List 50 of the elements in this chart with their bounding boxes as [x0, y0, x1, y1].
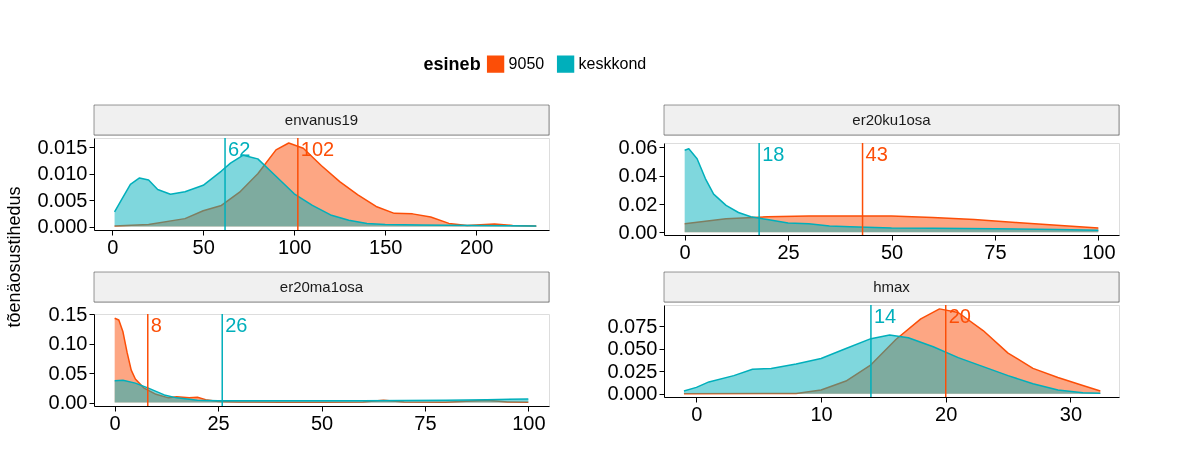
x-tick-label: 50 [192, 235, 215, 258]
y-tick-label: 0.10 [48, 332, 88, 355]
legend-label: keskkond [578, 55, 647, 73]
x-tick-label: 20 [935, 402, 958, 425]
x-tick-label: 50 [310, 411, 334, 434]
legend-title: esineb [423, 54, 481, 74]
y-tick-label: 0.00 [48, 391, 88, 414]
chart-title: er20ku1osa [852, 111, 932, 128]
x-tick-label: 0 [691, 402, 703, 425]
y-tick-label: 0.02 [618, 192, 658, 215]
y-tick-label: 0.050 [607, 337, 658, 360]
ref-line-label: 14 [873, 305, 897, 327]
x-tick-label: 30 [1059, 402, 1083, 425]
x-tick-label: 100 [1082, 240, 1116, 263]
y-tick-label: 0.15 [48, 302, 88, 325]
x-tick-label: 25 [207, 411, 230, 434]
x-tick-label: 0 [679, 240, 691, 263]
legend-label: 9050 [508, 55, 545, 73]
x-tick-label: 10 [810, 402, 833, 425]
y-tick-label: 0.005 [37, 188, 88, 211]
y-tick-label: 0.015 [37, 135, 88, 158]
chart-title: er20ma1osa [279, 278, 364, 295]
y-tick-label: 0.05 [48, 361, 88, 384]
x-tick-label: 50 [880, 240, 904, 263]
ref-line-label: 43 [865, 143, 888, 165]
chart-title: envanus19 [284, 111, 359, 128]
x-tick-label: 100 [278, 235, 312, 258]
y-tick-label: 0.025 [607, 359, 658, 382]
ref-line-label: 18 [762, 143, 785, 165]
y-axis-title: tõenäosustihedus [4, 186, 24, 328]
x-tick-label: 25 [777, 240, 800, 263]
y-tick-label: 0.010 [37, 162, 88, 185]
x-tick-label: 100 [512, 411, 546, 434]
y-tick-label: 0.04 [618, 164, 658, 187]
y-tick-label: 0.000 [607, 382, 658, 405]
ref-line-label: 102 [300, 138, 335, 160]
x-tick-label: 75 [414, 411, 437, 434]
y-tick-label: 0.000 [37, 215, 88, 238]
chart-title: hmax [873, 278, 911, 295]
x-tick-label: 150 [369, 235, 403, 258]
x-tick-label: 0 [109, 411, 121, 434]
x-tick-label: 200 [460, 235, 494, 258]
y-tick-label: 0.00 [618, 220, 658, 243]
ref-line-label: 26 [225, 314, 248, 336]
x-tick-label: 75 [984, 240, 1007, 263]
ref-line-label: 8 [150, 314, 162, 336]
y-tick-label: 0.06 [618, 135, 658, 158]
ref-line-label: 62 [228, 138, 251, 160]
x-tick-label: 0 [107, 235, 119, 258]
y-tick-label: 0.075 [607, 314, 658, 337]
